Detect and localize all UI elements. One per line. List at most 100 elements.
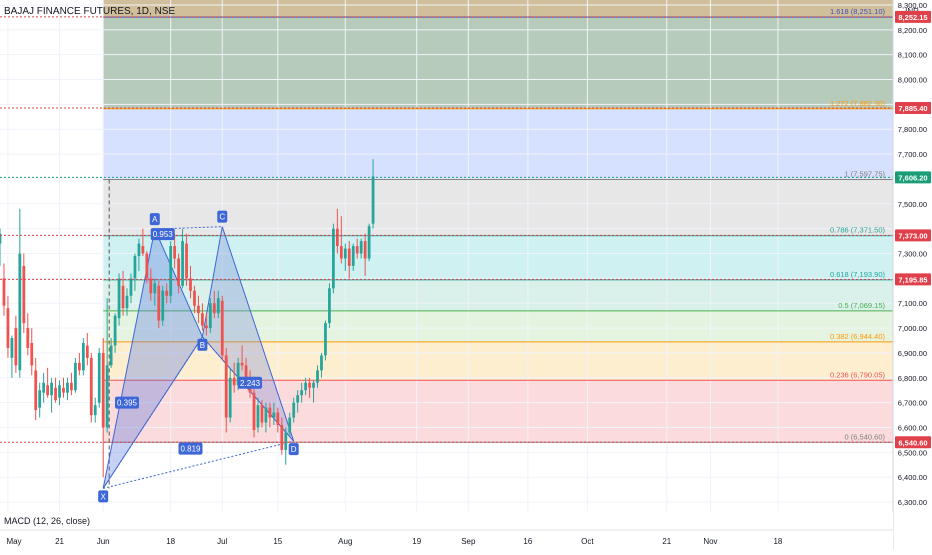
time-tick-label: Jun	[97, 537, 110, 546]
candle-body	[300, 390, 304, 396]
candle-body	[316, 370, 319, 383]
candle-body	[324, 323, 327, 356]
candle-body	[201, 313, 204, 326]
fib-label: 1.618 (8,251.10)	[830, 7, 886, 16]
price-tick-label: 6,600.00	[898, 423, 927, 432]
price-tick-label: 7,000.00	[898, 324, 927, 333]
pattern-point-badge	[98, 490, 109, 503]
price-tag	[895, 102, 931, 115]
pattern-point-label: X	[101, 492, 107, 501]
candle-body	[216, 298, 220, 314]
time-axis[interactable]: May 21 Jun 18 Jul 15 Aug 19 Sep 16 Oct 21 Nov 18	[0, 512, 893, 550]
candle-body	[0, 233, 2, 244]
fib-zone	[103, 310, 894, 342]
candle-body	[264, 407, 268, 423]
time-tick-label: May	[6, 537, 21, 546]
candle-body	[189, 278, 192, 291]
price-tick-label: 7,700.00	[898, 150, 927, 159]
candle-body	[74, 362, 77, 391]
candle-body	[165, 290, 169, 296]
candle-body	[141, 246, 145, 254]
pattern-point-badge	[197, 338, 208, 351]
price-tag-label: 7,373.00	[898, 231, 927, 240]
candle-body	[185, 243, 188, 279]
price-tick-label: 7,500.00	[898, 200, 927, 209]
candle-body	[2, 278, 6, 306]
price-lines	[0, 16, 893, 443]
price-tick-label: 8,100.00	[898, 51, 927, 60]
candle-body	[260, 405, 264, 423]
candle-body	[62, 387, 65, 393]
pattern-point-label: C	[219, 213, 225, 222]
candle-body	[137, 243, 141, 256]
candle-body	[224, 355, 228, 418]
price-tag-label: 6,540.60	[898, 438, 927, 447]
pattern-labels[interactable]: X A B C D 0.395 0.953 2.243 0.819	[98, 210, 299, 503]
candle-body	[355, 246, 359, 254]
price-tick-label: 7,800.00	[898, 125, 927, 134]
candle-body	[14, 328, 18, 366]
candle-body	[296, 395, 300, 403]
candle-body	[85, 345, 89, 358]
candle-body	[339, 246, 343, 259]
candle-body	[347, 248, 351, 266]
price-axis[interactable]: INR6,300.006,400.006,500.006,600.006,700…	[892, 0, 932, 550]
candle-body	[66, 382, 69, 393]
candle-body	[320, 355, 323, 371]
candle-body	[101, 352, 105, 428]
candle-body	[363, 241, 367, 259]
candle-body	[109, 345, 113, 366]
price-tick-label: 6,300.00	[898, 498, 927, 507]
candle-body	[50, 382, 53, 396]
pattern-point-badge	[149, 213, 160, 226]
xabcd-pattern[interactable]	[102, 226, 295, 489]
candle-body	[129, 278, 133, 296]
candle-body	[93, 405, 97, 416]
fib-zones	[103, 0, 894, 443]
price-tag	[895, 171, 931, 184]
pattern-ratio-label: 0.953	[153, 230, 174, 239]
price-tick-label: 6,500.00	[898, 448, 927, 457]
candle-body	[351, 246, 355, 266]
pattern-ratio-label: 0.395	[117, 399, 138, 408]
price-tick-label: 6,900.00	[898, 349, 927, 358]
candle-body	[42, 382, 46, 393]
price-tag	[895, 229, 931, 242]
candle-body	[232, 377, 236, 386]
candle-body	[153, 283, 157, 294]
candles	[0, 159, 375, 478]
fib-label: 0.382 (6,944.40)	[830, 332, 886, 341]
candle-body	[312, 382, 315, 388]
price-tick-label: 6,800.00	[898, 374, 927, 383]
price-tag-label: 7,606.20	[898, 173, 927, 182]
pattern-ratio-badge	[150, 228, 175, 241]
candle-body	[240, 362, 244, 366]
pattern-ratio-label: 2.243	[240, 379, 261, 388]
price-tick-label: 7,300.00	[898, 250, 927, 259]
candle-body	[272, 412, 276, 418]
candle-body	[81, 342, 85, 371]
time-tick-label: 19	[412, 537, 421, 546]
pattern-ratio-badge	[238, 376, 263, 389]
candle-body	[77, 362, 81, 371]
time-tick-label: Nov	[703, 537, 717, 546]
fib-label: 1.272 (7,882.30)	[830, 99, 886, 108]
candle-body	[113, 315, 117, 346]
candle-body	[46, 385, 50, 396]
candle-body	[280, 425, 284, 450]
candle-body	[371, 176, 375, 224]
price-tick-label: 8,200.00	[898, 26, 927, 35]
price-tag-label: 7,195.85	[898, 275, 927, 284]
macd-label: MACD (12, 26, close)	[4, 516, 91, 526]
grid	[0, 0, 893, 512]
candle-body	[367, 226, 371, 259]
candle-body	[197, 305, 200, 314]
candle-body	[208, 303, 212, 329]
candle-body	[38, 390, 42, 408]
pattern-ratio-badge	[115, 396, 140, 409]
fib-zone	[103, 0, 894, 18]
time-tick-label: Sep	[461, 537, 476, 546]
candle-body	[30, 342, 34, 366]
